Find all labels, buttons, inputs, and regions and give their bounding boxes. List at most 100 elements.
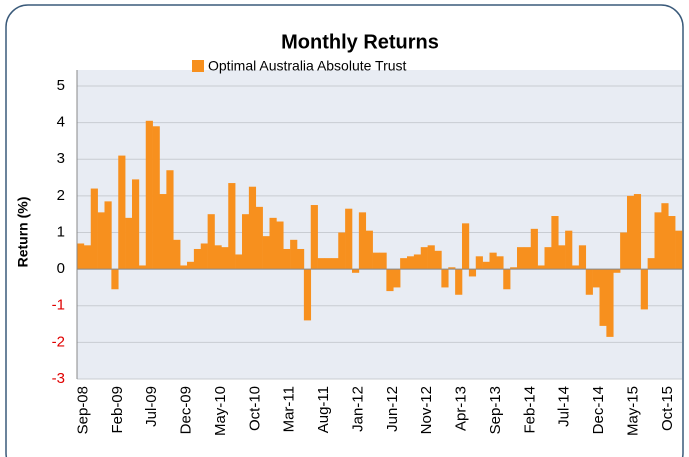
- bar: [303, 269, 312, 321]
- bar: [221, 247, 229, 270]
- bar: [159, 194, 167, 270]
- bar: [111, 269, 119, 290]
- bar: [434, 250, 442, 270]
- chart-title: Monthly Returns: [281, 31, 439, 53]
- bar: [620, 232, 628, 270]
- bar: [661, 203, 669, 270]
- bar: [592, 269, 600, 288]
- x-tick-label: Oct-10: [246, 386, 263, 431]
- bar: [523, 247, 532, 270]
- bar: [558, 245, 566, 270]
- bar: [310, 205, 318, 270]
- bar: [324, 258, 332, 270]
- bar: [578, 245, 587, 270]
- bar: [647, 258, 655, 270]
- bar: [297, 248, 305, 270]
- x-tick-label: Aug-11: [315, 386, 332, 433]
- y-tick-label: -1: [52, 297, 65, 314]
- x-tick-label: Oct-15: [659, 386, 676, 431]
- bar: [193, 248, 202, 270]
- y-tick-label: 3: [57, 150, 65, 167]
- bar: [358, 212, 367, 270]
- bar: [551, 216, 559, 270]
- bar: [668, 216, 676, 270]
- y-tick-label: 2: [57, 187, 65, 204]
- bar: [365, 230, 373, 270]
- bar: [132, 179, 140, 270]
- bar: [400, 258, 408, 270]
- bar: [187, 261, 195, 270]
- bar: [200, 243, 208, 270]
- bar: [166, 170, 174, 270]
- bar: [503, 269, 511, 290]
- bar: [496, 256, 504, 270]
- x-tick-label: Feb-14: [521, 386, 538, 434]
- bar: [640, 269, 648, 310]
- y-tick-label: 4: [57, 114, 65, 131]
- x-tick-label: May-10: [212, 386, 229, 436]
- bar: [262, 236, 270, 270]
- bar: [173, 239, 181, 270]
- bar: [517, 247, 525, 270]
- bar: [510, 267, 518, 270]
- y-axis-label: Return (%): [15, 197, 31, 268]
- bar: [255, 206, 263, 270]
- bar: [345, 208, 353, 270]
- bar: [599, 269, 607, 326]
- bar: [482, 261, 490, 270]
- legend: Optimal Australia Absolute Trust: [192, 58, 407, 74]
- bar: [585, 269, 593, 295]
- bar: [145, 120, 153, 270]
- bar: [152, 126, 160, 270]
- x-tick-label: Sep-13: [487, 386, 504, 434]
- bar: [386, 269, 394, 292]
- bar: [138, 265, 147, 270]
- x-tick-label: Jun-12: [384, 386, 401, 432]
- bar: [393, 269, 401, 288]
- bar: [352, 269, 360, 273]
- y-tick-label: 1: [57, 223, 65, 240]
- bar: [118, 155, 126, 270]
- bar: [276, 221, 284, 270]
- bar: [462, 223, 470, 270]
- x-tick-label: Jul-09: [143, 386, 160, 427]
- y-tick-label: -3: [52, 370, 65, 387]
- bar: [77, 243, 85, 270]
- bar: [269, 217, 277, 270]
- bar: [331, 258, 339, 270]
- bar: [565, 230, 573, 270]
- bar: [413, 254, 422, 270]
- bar: [214, 245, 222, 270]
- bar: [675, 230, 683, 270]
- bar: [448, 267, 456, 270]
- x-tick-label: Sep-08: [74, 386, 91, 434]
- bar: [455, 269, 463, 295]
- x-tick-label: Mar-11: [281, 386, 298, 432]
- bar: [489, 252, 497, 270]
- bar: [627, 195, 635, 270]
- bar: [606, 269, 614, 337]
- bar: [83, 245, 92, 270]
- bar: [379, 252, 387, 270]
- y-tick-label: 0: [57, 260, 65, 277]
- bar: [572, 265, 580, 270]
- bar: [90, 188, 98, 270]
- bar: [544, 247, 552, 270]
- bar: [654, 212, 662, 270]
- bar: [290, 239, 298, 270]
- x-tick-label: Jul-14: [556, 386, 573, 427]
- bar: [180, 265, 188, 270]
- bar: [475, 256, 483, 270]
- bar: [407, 256, 415, 270]
- bar: [283, 248, 291, 270]
- bar: [468, 269, 477, 277]
- x-tick-label: Dec-09: [178, 386, 195, 434]
- bar: [530, 228, 538, 270]
- x-tick-label: Jan-12: [349, 386, 366, 432]
- plot-area: [77, 70, 682, 379]
- bar: [125, 217, 133, 270]
- x-tick-label: Feb-09: [109, 386, 126, 434]
- bar: [420, 247, 428, 270]
- bar: [97, 212, 105, 270]
- bar: [613, 269, 621, 273]
